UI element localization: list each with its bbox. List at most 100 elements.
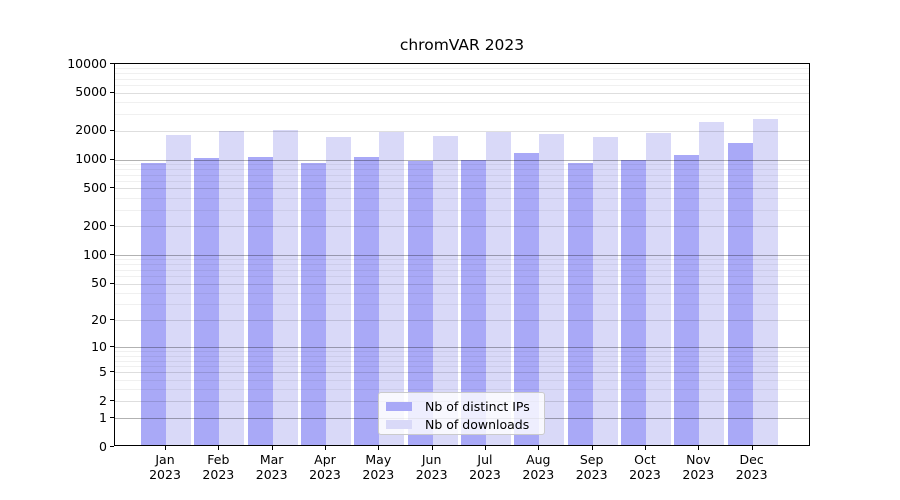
gridline-30 <box>115 304 809 306</box>
x-tick-label-oct: Oct 2023 <box>629 452 661 482</box>
gridline-200 <box>115 226 809 228</box>
distinct-ips-bar-oct <box>620 160 646 445</box>
gridline-400 <box>115 197 809 199</box>
y-tick-label-100: 100 <box>83 246 107 262</box>
y-tick-5 <box>110 371 114 373</box>
distinct-ips-bar-may <box>354 157 380 445</box>
x-tick-jun <box>431 446 433 450</box>
plot-area <box>114 63 810 446</box>
y-tick-0 <box>110 446 114 447</box>
gridline-4 <box>115 380 809 382</box>
gridline-1000 <box>115 159 809 161</box>
gridline-3000 <box>115 114 809 116</box>
x-tick-label-jul: Jul 2023 <box>469 452 501 482</box>
gridline-80 <box>115 264 809 266</box>
legend-label-downloads: Nb of downloads <box>425 416 530 432</box>
y-tick-label-50: 50 <box>91 275 107 290</box>
x-tick-jan <box>165 446 166 450</box>
downloads-bar-sep <box>592 136 618 445</box>
y-tick-label-200: 200 <box>83 217 107 233</box>
gridline-9 <box>115 351 809 353</box>
gridline-50 <box>115 283 809 285</box>
gridline-700 <box>115 174 809 176</box>
y-tick-label-0: 0 <box>99 438 107 454</box>
gridline-3 <box>115 389 809 391</box>
x-tick-label-mar: Mar 2023 <box>255 452 288 482</box>
y-tick-100 <box>110 254 114 256</box>
legend-item-downloads: Nb of downloads <box>386 415 536 433</box>
y-tick-label-500: 500 <box>83 179 107 195</box>
y-tick-1000 <box>110 158 114 160</box>
downloads-bar-feb <box>219 131 245 445</box>
x-tick-aug <box>538 446 540 450</box>
gridline-8000 <box>115 73 809 75</box>
y-tick-10 <box>110 346 114 348</box>
y-tick-label-5: 5 <box>99 363 107 379</box>
gridline-7 <box>115 360 809 362</box>
y-tick-500 <box>110 187 114 189</box>
y-tick-label-5000: 5000 <box>75 84 107 100</box>
gridline-900 <box>115 164 809 166</box>
x-tick-feb <box>218 446 220 450</box>
y-tick-10000 <box>110 63 114 64</box>
y-tick-2 <box>110 400 114 402</box>
x-tick-jul <box>484 446 486 450</box>
gridline-6 <box>115 366 809 368</box>
downloads-bar-mar <box>272 129 298 445</box>
x-tick-label-jun: Jun 2023 <box>415 452 448 482</box>
y-tick-label-10000: 10000 <box>67 55 107 71</box>
gridline-800 <box>115 168 809 170</box>
legend-label-distinct-ips: Nb of distinct IPs <box>425 398 530 414</box>
gridline-600 <box>115 180 809 182</box>
downloads-bar-dec <box>752 118 778 445</box>
x-tick-label-jan: Jan 2023 <box>149 452 181 482</box>
y-tick-1 <box>110 417 114 419</box>
x-tick-oct <box>644 446 646 450</box>
distinct-ips-bar-nov <box>674 154 700 445</box>
gridline-300 <box>115 209 809 211</box>
gridline-20 <box>115 320 809 322</box>
legend-swatch-downloads <box>386 419 412 429</box>
x-tick-apr <box>324 446 326 450</box>
gridline-7000 <box>115 78 809 80</box>
gridline-5000 <box>115 92 809 94</box>
y-tick-label-2: 2 <box>99 392 107 408</box>
legend-item-distinct-ips: Nb of distinct IPs <box>386 397 536 415</box>
gridline-90 <box>115 259 809 261</box>
x-tick-nov <box>698 446 700 450</box>
x-tick-may <box>378 446 380 450</box>
gridline-6000 <box>115 85 809 87</box>
legend-swatch-distinct-ips <box>386 401 412 411</box>
x-tick-label-may: May 2023 <box>362 452 395 482</box>
y-tick-50 <box>110 282 114 284</box>
y-tick-label-1: 1 <box>99 409 107 425</box>
y-tick-label-2000: 2000 <box>75 122 107 138</box>
gridline-500 <box>115 188 809 190</box>
x-tick-label-dec: Dec 2023 <box>735 452 768 482</box>
legend: Nb of distinct IPs Nb of downloads <box>378 392 545 435</box>
x-tick-label-apr: Apr 2023 <box>309 452 341 482</box>
gridline-4000 <box>115 102 809 104</box>
gridline-2000 <box>115 130 809 132</box>
downloads-bar-oct <box>645 133 671 445</box>
distinct-ips-bar-sep <box>567 162 593 445</box>
gridline-5 <box>115 372 809 374</box>
y-tick-200 <box>110 225 114 227</box>
distinct-ips-bar-jan <box>141 162 166 445</box>
x-tick-mar <box>271 446 273 450</box>
x-tick-label-feb: Feb 2023 <box>202 452 235 482</box>
x-tick-label-nov: Nov 2023 <box>682 452 715 482</box>
downloads-bar-jan <box>166 134 191 445</box>
y-tick-label-10: 10 <box>91 338 107 354</box>
y-tick-label-20: 20 <box>91 311 107 327</box>
y-tick-5000 <box>110 91 114 93</box>
y-tick-label-1000: 1000 <box>75 151 107 167</box>
chart-title: chromVAR 2023 <box>399 36 525 54</box>
downloads-bar-apr <box>325 136 351 445</box>
downloads-bar-nov <box>699 122 725 445</box>
gridline-100 <box>115 255 809 257</box>
distinct-ips-bar-apr <box>300 162 326 445</box>
gridline-9000 <box>115 68 809 70</box>
y-tick-20 <box>110 319 114 321</box>
